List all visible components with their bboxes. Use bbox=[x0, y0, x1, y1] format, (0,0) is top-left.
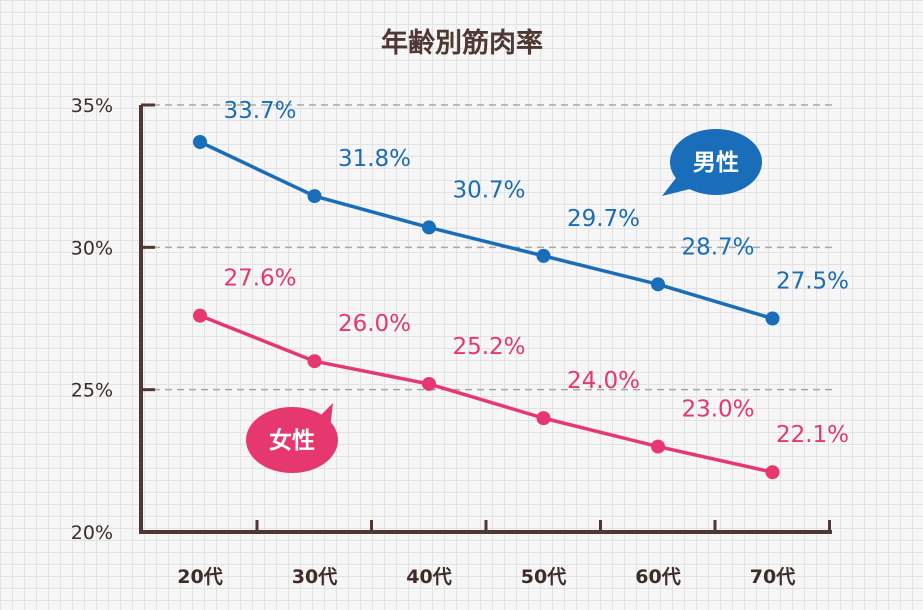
x-tick-label: 70代 bbox=[750, 566, 795, 588]
y-tick-label: 25% bbox=[71, 380, 113, 402]
x-tick-label: 30代 bbox=[292, 566, 337, 588]
series-line bbox=[199, 140, 774, 321]
data-label: 23.0% bbox=[681, 397, 754, 423]
data-point bbox=[307, 189, 322, 204]
y-tick-label: 35% bbox=[71, 95, 113, 117]
data-label: 29.7% bbox=[567, 206, 640, 232]
data-point bbox=[651, 277, 665, 292]
legend-female: 女性 bbox=[246, 403, 338, 473]
data-point bbox=[193, 135, 207, 150]
data-label: 33.7% bbox=[223, 98, 296, 124]
legend-label: 男性 bbox=[693, 150, 739, 176]
series-line bbox=[199, 314, 773, 474]
legend-male: 男性 bbox=[662, 129, 762, 196]
x-tick-label: 40代 bbox=[406, 566, 451, 588]
data-label: 27.6% bbox=[223, 266, 296, 292]
data-point bbox=[536, 248, 551, 263]
data-point bbox=[765, 311, 780, 326]
series-male: 33.7% 31.8% 30.7% 29.7% 28.7% 27.5% bbox=[193, 98, 849, 326]
speech-bubble bbox=[670, 129, 762, 195]
data-label: 26.0% bbox=[338, 311, 411, 337]
data-label: 31.8% bbox=[338, 146, 411, 172]
y-axis-ticks: 20% 25% 30% 35% bbox=[71, 95, 113, 544]
data-label: 24.0% bbox=[567, 368, 640, 394]
axes bbox=[139, 103, 832, 534]
series-female: 27.6% 26.0% 25.2% 24.0% 23.0% 22.1% bbox=[193, 266, 849, 480]
chart-title: 年齢別筋肉率 bbox=[381, 27, 543, 59]
data-label: 27.5% bbox=[776, 269, 849, 295]
data-label: 22.1% bbox=[776, 422, 849, 448]
data-point bbox=[307, 354, 322, 369]
y-tick-label: 20% bbox=[71, 522, 113, 544]
x-axis-ticks: 20代 30代 40代 50代 60代 70代 bbox=[177, 566, 795, 588]
series-group: 33.7% 31.8% 30.7% 29.7% 28.7% 27.5% 27.6% 26.0%… bbox=[193, 98, 849, 480]
data-label: 25.2% bbox=[452, 334, 525, 360]
data-label: 28.7% bbox=[681, 234, 754, 260]
data-point bbox=[536, 411, 551, 426]
x-tick-label: 50代 bbox=[521, 566, 566, 588]
data-point bbox=[765, 465, 780, 480]
data-label: 30.7% bbox=[452, 177, 525, 203]
x-tick-label: 20代 bbox=[177, 566, 222, 588]
data-point bbox=[193, 308, 207, 323]
data-point bbox=[422, 376, 436, 391]
speech-bubble bbox=[246, 407, 338, 473]
data-point bbox=[651, 439, 665, 454]
x-tick-label: 60代 bbox=[635, 566, 680, 588]
bubble-tail bbox=[662, 178, 694, 196]
y-tick-label: 30% bbox=[71, 237, 113, 259]
data-point bbox=[422, 220, 436, 235]
legend-label: 女性 bbox=[269, 427, 315, 454]
